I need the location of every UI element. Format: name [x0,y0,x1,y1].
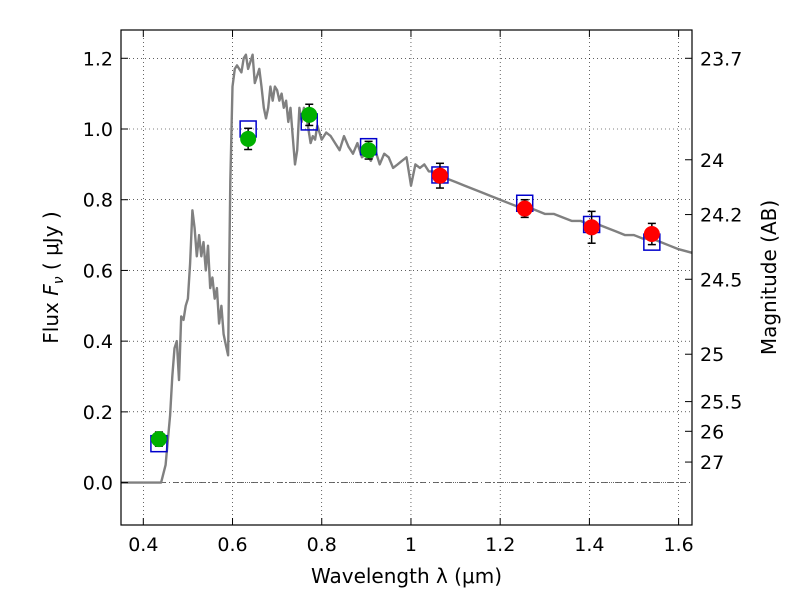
right-tick-label: 25 [700,344,724,366]
right-axis-label: Magnitude (AB) [757,200,781,355]
x-tick-label: 1.6 [664,534,694,556]
y-tick-label: 0.6 [83,260,113,282]
optical-point [240,130,257,147]
nir-point [643,226,660,243]
right-tick-label: 26 [700,421,724,443]
right-tick-label: 27 [700,452,724,474]
y-tick-label: 1.2 [83,48,113,70]
x-tick-label: 1.4 [574,534,604,556]
y-tick-label: 0.8 [83,190,113,212]
nir-point [516,200,533,217]
optical-point [360,142,377,159]
plot-frame [120,29,693,526]
x-axis-ticks: 0.4 0.6 0.8 1 1.2 1.4 1.6 [128,30,694,556]
right-tick-label: 24 [700,150,724,172]
optical-point [150,431,167,448]
x-tick-label: 1 [405,534,417,556]
model-sed-line [121,53,692,484]
nir-point [431,167,448,184]
right-tick-label: 24.2 [700,205,742,227]
x-tick-label: 0.8 [307,534,337,556]
model-box-markers [150,113,661,453]
x-tick-label: 0.6 [217,534,247,556]
y-axis-ticks: 0.0 0.2 0.4 0.6 0.8 1.0 1.2 [83,48,128,495]
observed-points [150,106,660,448]
right-tick-label: 24.5 [700,269,742,291]
y-tick-label: 0.0 [83,473,113,495]
right-tick-label: 23.7 [700,48,742,70]
x-tick-label: 0.4 [128,534,158,556]
y-tick-label: 0.4 [83,331,113,353]
grid-lines [121,30,692,525]
right-axis-ticks: 23.7 24 24.2 24.5 25 25.5 26 27 [685,48,742,474]
optical-point [301,106,318,123]
right-tick-label: 25.5 [700,392,742,414]
y-axis-label: Flux Fν ( μJy ) [39,211,67,343]
y-tick-label: 1.0 [83,119,113,141]
y-tick-label: 0.2 [83,402,113,424]
x-tick-label: 1.2 [485,534,515,556]
nir-point [583,219,600,236]
x-axis-label: Wavelength λ (μm) [311,564,502,588]
